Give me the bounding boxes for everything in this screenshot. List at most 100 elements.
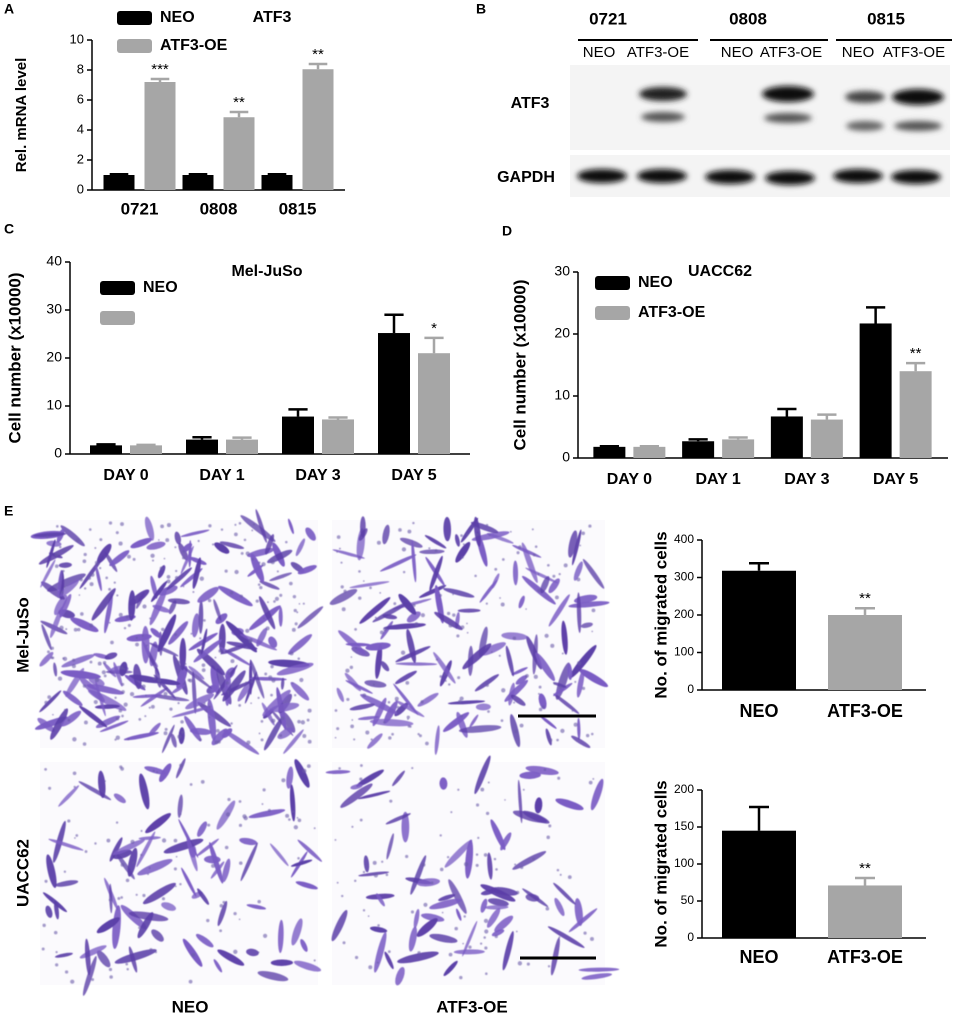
pore (262, 617, 265, 620)
cell (424, 535, 447, 549)
pore (389, 799, 393, 803)
bar (418, 353, 450, 454)
cell (394, 670, 417, 685)
pore (460, 625, 465, 630)
cell (406, 611, 421, 623)
cell (246, 948, 259, 957)
pore (487, 710, 490, 713)
cell (239, 837, 258, 846)
cell (218, 623, 226, 654)
cell (443, 960, 458, 977)
cell (429, 898, 462, 910)
pore (222, 900, 226, 904)
cell (144, 516, 155, 541)
pore (485, 683, 489, 687)
pore (558, 572, 561, 576)
legend-swatch (117, 39, 152, 53)
pore (585, 733, 590, 738)
pore (515, 930, 518, 933)
x-tick-label: DAY 1 (695, 471, 740, 488)
cell (487, 852, 493, 880)
cell (522, 888, 549, 907)
pore (99, 538, 103, 542)
cell (413, 909, 420, 929)
pore (177, 701, 180, 705)
pore (260, 738, 264, 742)
cell (185, 693, 215, 710)
bar-chart: 0 2 4 6 8 10 ATF3 Rel. mRNA level 0721 *** 0808 ** 0… (13, 9, 345, 218)
pore (456, 634, 460, 638)
pore (497, 886, 500, 889)
cell (256, 627, 268, 647)
cell (288, 518, 294, 534)
pore (591, 608, 596, 613)
cell (376, 893, 385, 907)
cell (395, 662, 438, 666)
pore (299, 677, 304, 683)
cell (248, 809, 286, 819)
pore (120, 522, 124, 526)
cell (385, 813, 411, 825)
pore (245, 551, 250, 556)
pore (590, 732, 594, 736)
pore (207, 688, 212, 693)
pore (462, 942, 464, 945)
pore (238, 704, 242, 707)
cell (39, 651, 54, 667)
pore (108, 898, 112, 902)
pore (115, 735, 120, 740)
pore (60, 591, 64, 594)
cell (548, 594, 570, 627)
pore (487, 781, 490, 784)
pore (264, 672, 268, 676)
pore (192, 590, 195, 594)
pore (537, 588, 541, 593)
pore (117, 896, 121, 900)
pore (387, 950, 391, 954)
bar (593, 446, 626, 458)
panel-label: E (4, 503, 13, 519)
error-bar (229, 110, 249, 118)
pore (182, 549, 186, 553)
bar-chart: 0 10 20 30 40 Mel-JuSo Cell number (x10000) DAY… (5, 253, 470, 484)
pore (302, 602, 305, 605)
legend-swatch (100, 281, 135, 295)
cell (41, 624, 52, 651)
cell (434, 725, 440, 755)
pore (262, 933, 268, 938)
pore (138, 926, 141, 930)
pore (229, 591, 234, 595)
y-tick-label: 20 (46, 349, 62, 365)
cell (429, 555, 443, 592)
cell (399, 537, 423, 548)
blot-row-label: GAPDH (497, 169, 555, 186)
cell (363, 855, 370, 873)
cell (176, 758, 186, 779)
pore (435, 658, 439, 661)
significance-label: ** (312, 46, 324, 63)
column-label: ATF3-OE (436, 997, 507, 1016)
cell (398, 593, 417, 615)
pore (459, 696, 464, 701)
pore (175, 855, 178, 858)
pore (441, 585, 445, 589)
pore (373, 873, 379, 878)
cell (453, 949, 485, 955)
pore (581, 531, 586, 536)
cell (561, 620, 568, 655)
cell (207, 698, 217, 741)
pore (377, 924, 380, 927)
cell (577, 717, 581, 740)
bar (722, 830, 796, 938)
pore (50, 646, 54, 650)
panel-label: C (4, 221, 14, 237)
bands (577, 86, 944, 185)
cell (552, 682, 567, 688)
pore (127, 737, 130, 741)
significance-label: ** (233, 94, 245, 111)
pore (302, 733, 307, 738)
cell (193, 639, 222, 663)
pore (583, 931, 587, 935)
cell (191, 613, 200, 638)
pore (156, 771, 159, 774)
